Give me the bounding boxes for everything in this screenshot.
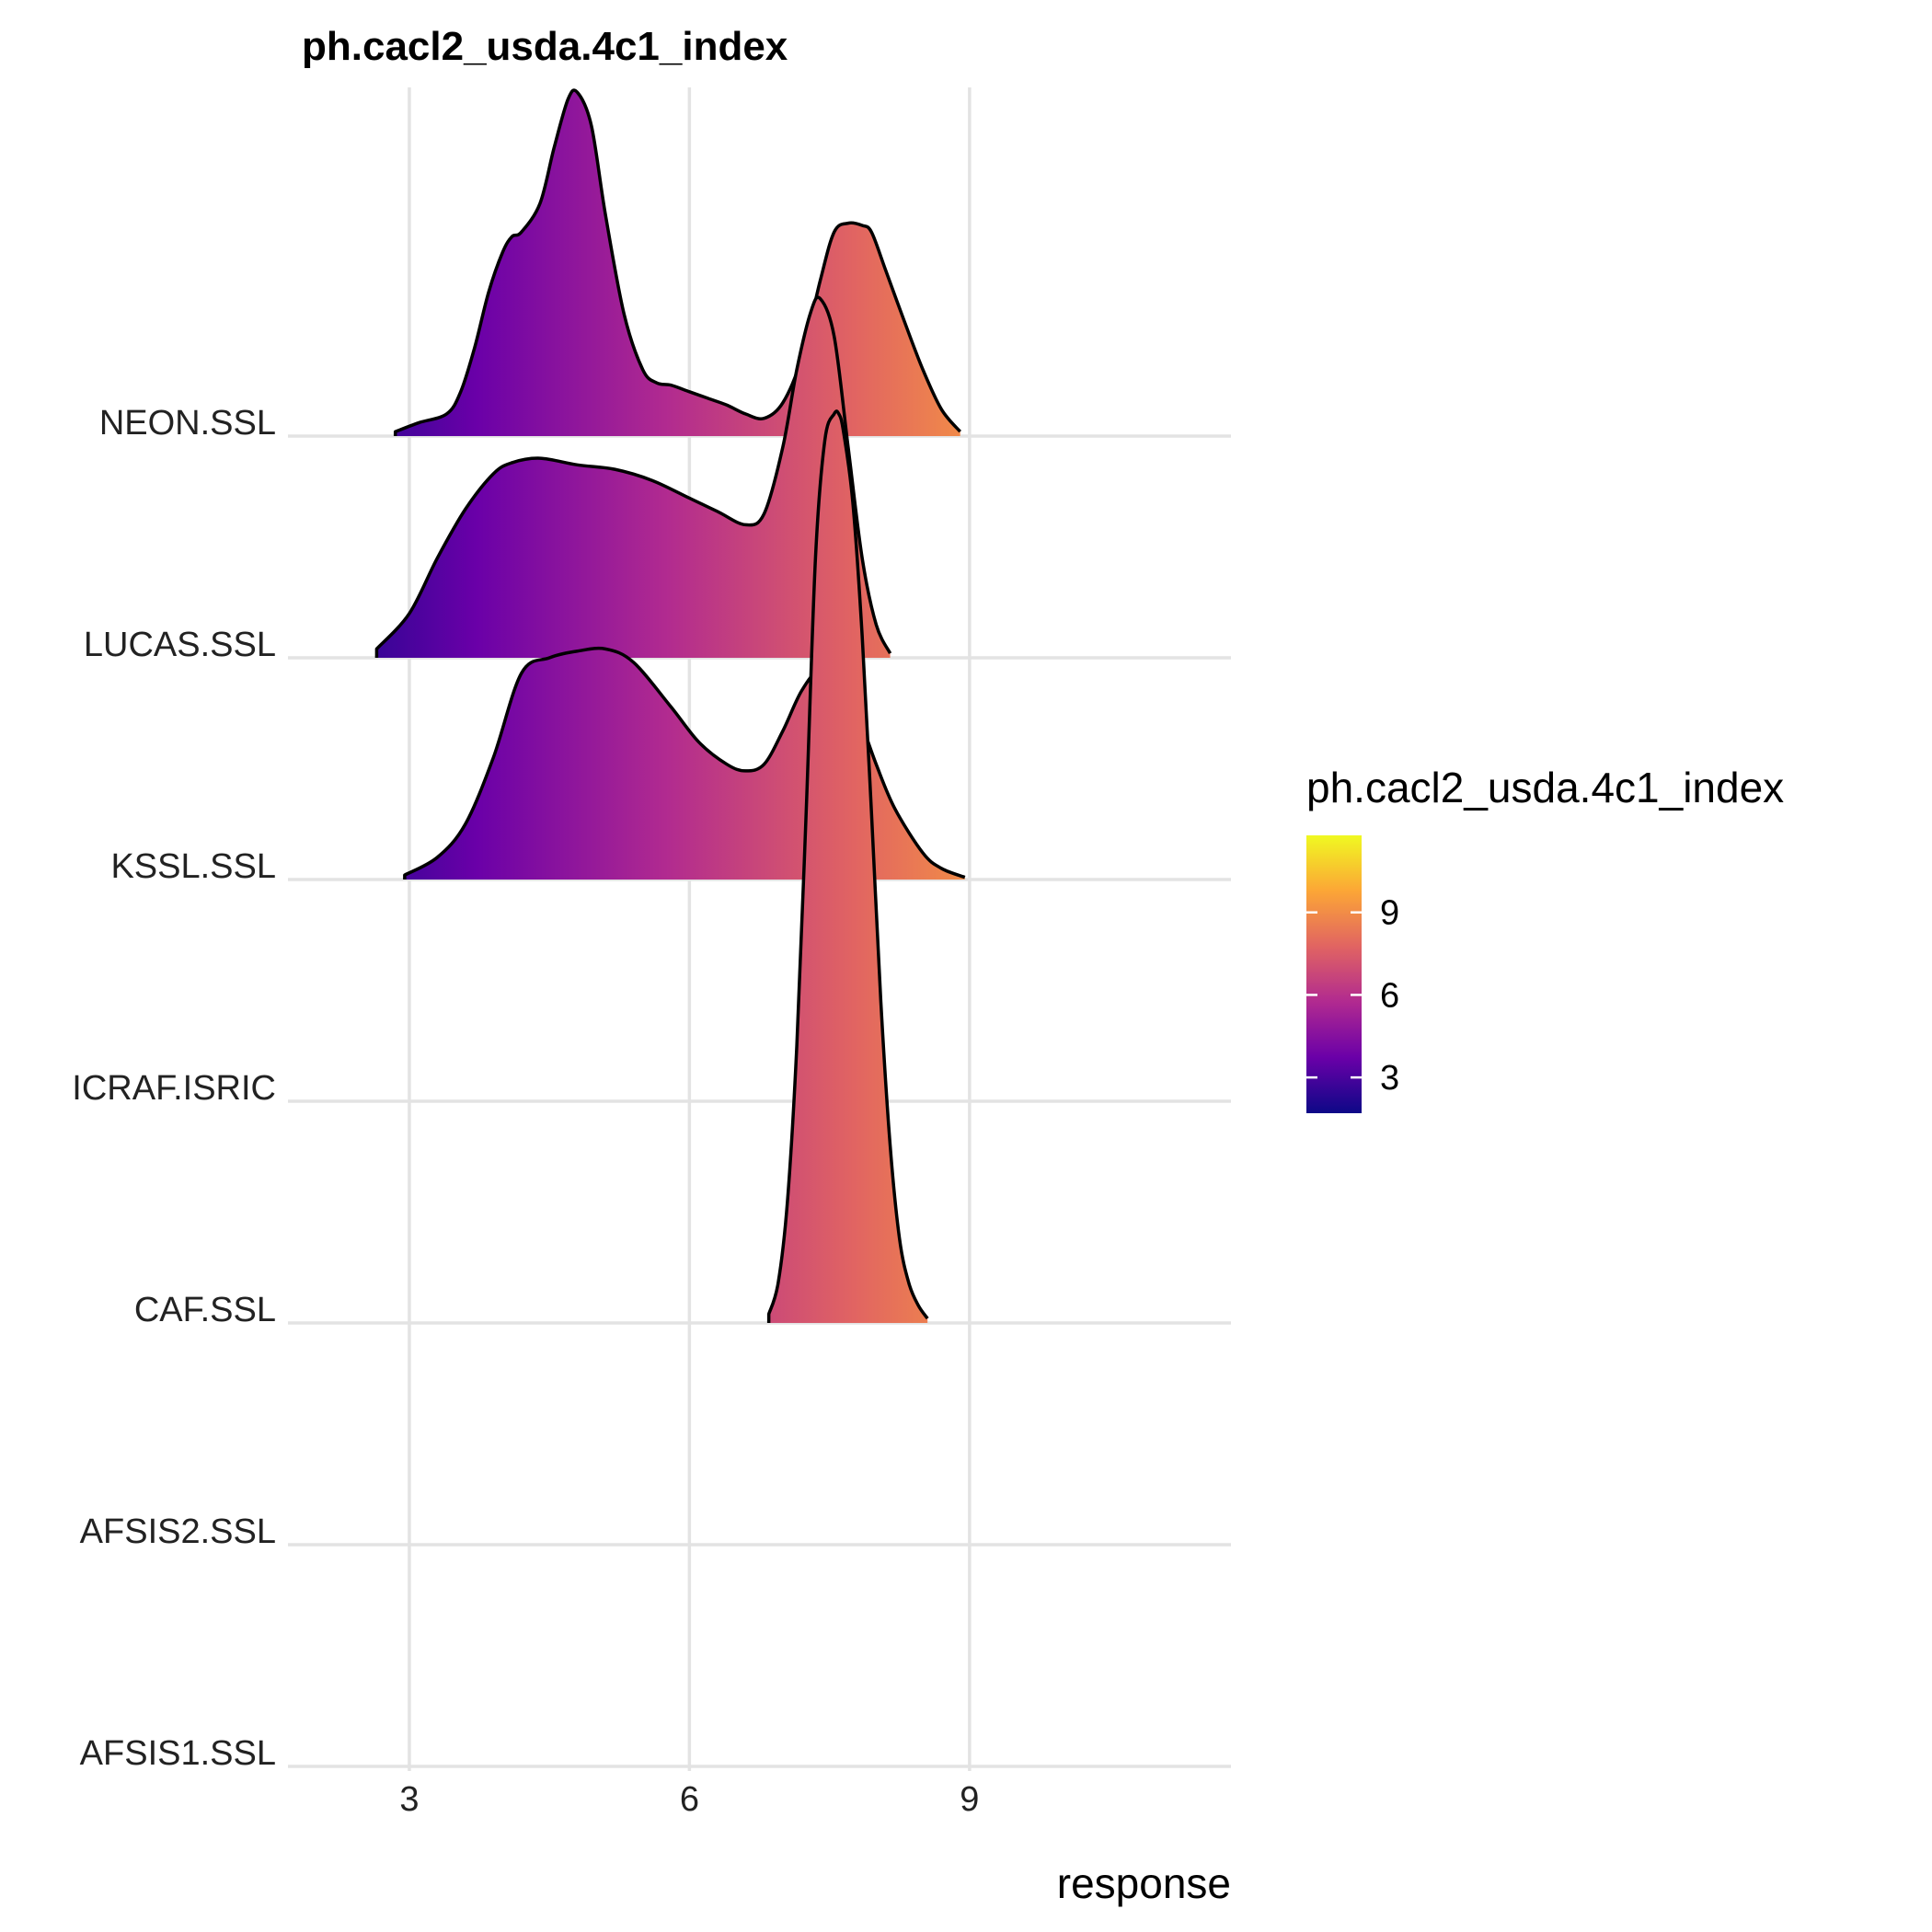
colorbar-tick-label: 3 xyxy=(1380,1059,1399,1098)
ridge-caf-ssl-fill xyxy=(768,410,928,1324)
ridge-kssl-ssl-fill xyxy=(404,648,965,880)
ridge-layer xyxy=(374,88,966,1324)
x-tick-labels: 3 6 9 xyxy=(399,1780,979,1819)
x-tick-label: 6 xyxy=(680,1780,699,1819)
colorbar-ticks: 3 6 9 xyxy=(1306,894,1399,1098)
ridge-neon-ssl-fill xyxy=(395,89,960,436)
category-label: CAF.SSL xyxy=(134,1291,276,1329)
grid-layer xyxy=(288,87,1231,1771)
chart-title: ph.cacl2_usda.4c1_index xyxy=(302,24,788,69)
category-label: AFSIS2.SSL xyxy=(80,1512,276,1551)
ridge-lucas-ssl-outline xyxy=(374,295,892,658)
category-label: ICRAF.ISRIC xyxy=(72,1069,276,1108)
colorbar-tick-label: 9 xyxy=(1380,894,1399,933)
ridge-neon-ssl-outline xyxy=(393,88,962,436)
ridge-lucas-ssl-fill xyxy=(376,297,891,658)
category-labels: AFSIS1.SSL AFSIS2.SSL CAF.SSL ICRAF.ISRIC KS… xyxy=(72,404,276,1773)
legend: ph.cacl2_usda.4c1_index 3 6 9 xyxy=(1306,764,1784,1113)
x-axis-title: response xyxy=(1057,1859,1231,1907)
legend-title: ph.cacl2_usda.4c1_index xyxy=(1306,764,1784,811)
category-label: LUCAS.SSL xyxy=(84,626,276,664)
category-label: NEON.SSL xyxy=(99,404,276,443)
x-tick-label: 9 xyxy=(960,1780,979,1819)
x-tick-label: 3 xyxy=(399,1780,419,1819)
category-label: KSSL.SSL xyxy=(110,847,276,886)
colorbar xyxy=(1306,835,1362,1113)
category-label: AFSIS1.SSL xyxy=(80,1734,276,1773)
colorbar-tick-label: 6 xyxy=(1380,976,1399,1015)
ridge-caf-ssl-outline xyxy=(766,409,929,1323)
ridge-kssl-ssl-outline xyxy=(403,646,966,880)
